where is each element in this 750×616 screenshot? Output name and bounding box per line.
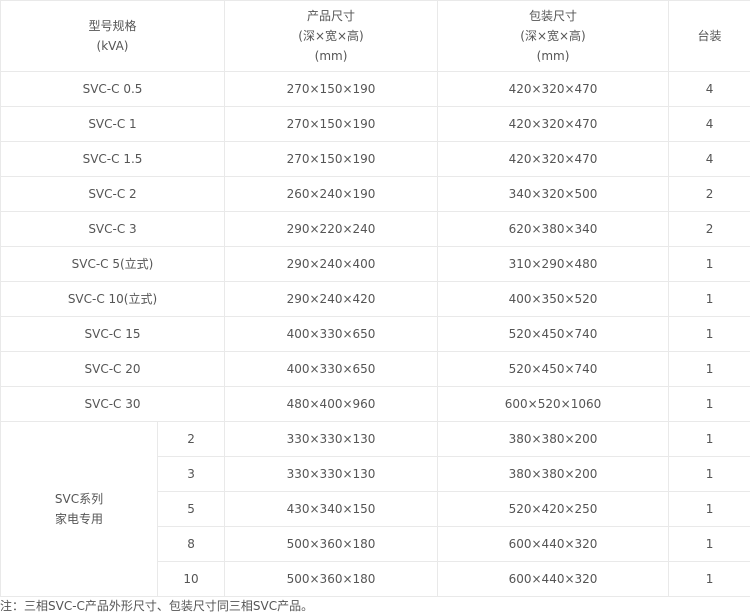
table-row: SVC-C 3 290×220×240 620×380×340 2: [0, 211, 750, 247]
cell-per-box: 1: [668, 281, 750, 317]
cell-package-size: 520×450×740: [437, 351, 670, 387]
header-text: 型号规格: [88, 19, 137, 33]
cell-model: 8: [156, 526, 226, 562]
dimensions-table: 型号规格 (kVA) 产品尺寸 (深×宽×高) (mm) 包装尺寸 (深×宽×高) (mm…: [0, 0, 750, 597]
cell-package-size: 520×420×250: [437, 491, 670, 527]
table-row: SVC-C 1.5 270×150×190 420×320×470 4: [0, 141, 750, 177]
table-row: SVC-C 20 400×330×650 520×450×740 1: [0, 351, 750, 387]
cell-per-box: 1: [668, 526, 750, 562]
table-row: SVC-C 10(立式) 290×240×420 400×350×520 1: [0, 281, 750, 317]
cell-per-box: 4: [668, 141, 750, 177]
cell-per-box: 1: [668, 456, 750, 492]
cell-per-box: 1: [668, 561, 750, 597]
cell-per-box: 1: [668, 246, 750, 282]
cell-product-size: 400×330×650: [224, 351, 439, 387]
cell-model: SVC-C 15: [0, 316, 226, 352]
cell-product-size: 290×240×400: [224, 246, 439, 282]
header-model: 型号规格 (kVA): [0, 0, 226, 72]
cell-model: SVC-C 0.5: [0, 71, 226, 107]
cell-product-size: 270×150×190: [224, 106, 439, 142]
cell-product-size: 260×240×190: [224, 176, 439, 212]
table-row: SVC-C 1 270×150×190 420×320×470 4: [0, 106, 750, 142]
cell-package-size: 340×320×500: [437, 176, 670, 212]
cell-model: SVC-C 10(立式): [0, 281, 226, 317]
cell-package-size: 600×440×320: [437, 561, 670, 597]
cell-per-box: 2: [668, 211, 750, 247]
cell-product-size: 290×220×240: [224, 211, 439, 247]
cell-product-size: 430×340×150: [224, 491, 439, 527]
footnote: 注：三相SVC-C产品外形尺寸、包装尺寸同三相SVC产品。: [0, 599, 314, 613]
cell-per-box: 1: [668, 316, 750, 352]
cell-product-size: 270×150×190: [224, 71, 439, 107]
cell-model: 2: [156, 421, 226, 457]
cell-package-size: 380×380×200: [437, 456, 670, 492]
header-text: (mm): [314, 49, 348, 63]
cell-package-size: 420×320×470: [437, 141, 670, 177]
cell-model: SVC-C 2: [0, 176, 226, 212]
cell-package-size: 620×380×340: [437, 211, 670, 247]
header-text: 包装尺寸: [529, 9, 578, 23]
cell-package-size: 520×450×740: [437, 316, 670, 352]
cell-package-size: 420×320×470: [437, 71, 670, 107]
cell-per-box: 2: [668, 176, 750, 212]
header-text: 产品尺寸: [307, 9, 356, 23]
table-row: SVC-C 30 480×400×960 600×520×1060 1: [0, 386, 750, 422]
group-label-text: 家电专用: [54, 512, 103, 526]
cell-package-size: 380×380×200: [437, 421, 670, 457]
header-text: (深×宽×高): [298, 29, 364, 43]
table-row: SVC-C 5(立式) 290×240×400 310×290×480 1: [0, 246, 750, 282]
header-product-size: 产品尺寸 (深×宽×高) (mm): [224, 0, 439, 72]
cell-package-size: 420×320×470: [437, 106, 670, 142]
cell-model: SVC-C 30: [0, 386, 226, 422]
cell-product-size: 330×330×130: [224, 421, 439, 457]
cell-per-box: 1: [668, 386, 750, 422]
cell-model: SVC-C 1: [0, 106, 226, 142]
cell-product-size: 400×330×650: [224, 316, 439, 352]
cell-product-size: 500×360×180: [224, 526, 439, 562]
cell-per-box: 1: [668, 351, 750, 387]
cell-model: SVC-C 1.5: [0, 141, 226, 177]
table-row: SVC系列 家电专用 2 330×330×130 380×380×200 1: [0, 421, 750, 597]
header-text: (mm): [536, 49, 570, 63]
cell-per-box: 4: [668, 71, 750, 107]
svc-group-label: SVC系列家电专用: [0, 421, 158, 597]
cell-package-size: 400×350×520: [437, 281, 670, 317]
cell-package-size: 310×290×480: [437, 246, 670, 282]
cell-per-box: 4: [668, 106, 750, 142]
cell-model: SVC-C 5(立式): [0, 246, 226, 282]
cell-model: SVC-C 20: [0, 351, 226, 387]
cell-per-box: 1: [668, 421, 750, 457]
cell-product-size: 330×330×130: [224, 456, 439, 492]
header-text: (深×宽×高): [520, 29, 586, 43]
cell-model: SVC-C 3: [0, 211, 226, 247]
header-text: (kVA): [96, 39, 129, 53]
table-header-row: 型号规格 (kVA) 产品尺寸 (深×宽×高) (mm) 包装尺寸 (深×宽×高) (mm…: [0, 0, 750, 72]
table-row: 10 500×360×180 600×440×320 1: [1, 561, 750, 597]
table-row: SVC-C 0.5 270×150×190 420×320×470 4: [0, 71, 750, 107]
cell-model: 5: [156, 491, 226, 527]
cell-package-size: 600×440×320: [437, 526, 670, 562]
table-row: 3 330×330×130 380×380×200 1: [1, 456, 750, 492]
cell-model: 3: [156, 456, 226, 492]
group-label-text: SVC系列: [54, 492, 104, 506]
cell-package-size: 600×520×1060: [437, 386, 670, 422]
cell-model: 10: [156, 561, 226, 597]
table-row: SVC-C 15 400×330×650 520×450×740 1: [0, 316, 750, 352]
header-per-box: 台装: [668, 0, 750, 72]
cell-product-size: 500×360×180: [224, 561, 439, 597]
cell-product-size: 480×400×960: [224, 386, 439, 422]
cell-per-box: 1: [668, 491, 750, 527]
cell-product-size: 290×240×420: [224, 281, 439, 317]
cell-product-size: 270×150×190: [224, 141, 439, 177]
header-package-size: 包装尺寸 (深×宽×高) (mm): [437, 0, 670, 72]
table-row: SVC-C 2 260×240×190 340×320×500 2: [0, 176, 750, 212]
